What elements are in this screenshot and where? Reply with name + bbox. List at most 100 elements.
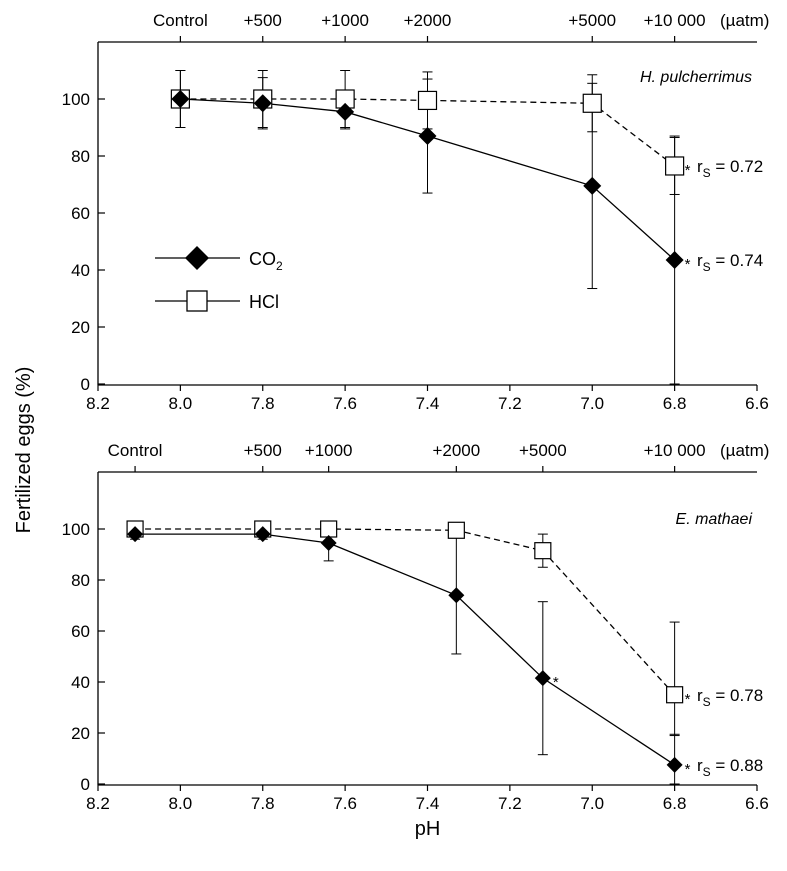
series-line-co2 bbox=[180, 98, 676, 261]
significance-star: * bbox=[685, 162, 691, 179]
significance-star: * bbox=[553, 674, 559, 691]
legend-label-sub: 2 bbox=[276, 259, 283, 273]
top-tick-label: +1000 bbox=[305, 441, 353, 460]
top-tick-label: +10 000 bbox=[644, 11, 706, 30]
stat-label-main: r bbox=[697, 251, 703, 270]
top-tick-label: +5000 bbox=[568, 11, 616, 30]
y-tick-label: 60 bbox=[71, 622, 90, 641]
y-axis-title: Fertilized eggs (%) bbox=[13, 367, 35, 534]
x-tick-label: 7.8 bbox=[251, 394, 275, 413]
point-co2 bbox=[534, 670, 551, 687]
legend-label-main: CO bbox=[249, 249, 276, 269]
stat-label: rS = 0.78 bbox=[697, 686, 763, 709]
x-tick-label: 6.8 bbox=[663, 794, 687, 813]
legend-marker-co2 bbox=[185, 246, 209, 270]
point-co2 bbox=[254, 526, 271, 543]
stat-label-sub: S bbox=[703, 260, 711, 274]
x-tick-label: 7.2 bbox=[498, 394, 522, 413]
x-tick-label: 7.0 bbox=[580, 794, 604, 813]
panel-bottom: 0 20 40 60 80 100 8.2 8.0 7.8 7.6 7.4 7.2 7.0 6.8 6.6 p… bbox=[62, 441, 770, 840]
point-co2 bbox=[666, 756, 683, 773]
species-label: E. mathaei bbox=[676, 511, 753, 528]
x-tick-label: 7.4 bbox=[416, 794, 440, 813]
y-tick-label: 80 bbox=[71, 147, 90, 166]
x-tick-label: 6.6 bbox=[745, 794, 769, 813]
stat-label: rS = 0.74 bbox=[697, 251, 763, 274]
x-tick-label: 6.6 bbox=[745, 394, 769, 413]
y-tick-label: 20 bbox=[71, 724, 90, 743]
x-tick-label: 8.0 bbox=[169, 394, 193, 413]
top-tick-label: +2000 bbox=[404, 11, 452, 30]
point-co2 bbox=[320, 535, 337, 552]
stat-label-main: r bbox=[697, 756, 703, 775]
x-tick-label: 8.2 bbox=[86, 394, 110, 413]
point-co2 bbox=[336, 102, 355, 121]
top-tick-label: +5000 bbox=[519, 441, 567, 460]
point-hcl bbox=[417, 90, 438, 111]
point-co2 bbox=[253, 94, 272, 113]
x-tick-label: 7.2 bbox=[498, 794, 522, 813]
y-tick-label: 40 bbox=[71, 261, 90, 280]
y-tick-label: 60 bbox=[71, 204, 90, 223]
stat-label-rest: = 0.88 bbox=[711, 756, 763, 775]
y-tick-label: 80 bbox=[71, 571, 90, 590]
legend-label-main: HCl bbox=[249, 292, 279, 312]
x-tick-label: 7.4 bbox=[416, 394, 440, 413]
top-axis-unit: (µatm) bbox=[720, 11, 769, 30]
x-tick-label: 7.6 bbox=[333, 794, 357, 813]
species-label: H. pulcherrimus bbox=[640, 69, 752, 86]
y-tick-label: 40 bbox=[71, 673, 90, 692]
point-hcl bbox=[582, 93, 602, 113]
top-tick-label: Control bbox=[108, 441, 163, 460]
stat-label: rS = 0.88 bbox=[697, 756, 763, 779]
x-tick-label: 8.2 bbox=[86, 794, 110, 813]
x-tick-label: 7.8 bbox=[251, 794, 275, 813]
top-tick-label: +500 bbox=[244, 11, 282, 30]
stat-label-sub: S bbox=[703, 695, 711, 709]
point-co2 bbox=[127, 526, 144, 543]
panel-top: 0 20 40 60 80 100 8.2 8.0 7.8 7.6 7.4 7.2 7.0 6.8 6.6 C… bbox=[62, 11, 770, 413]
point-co2 bbox=[171, 90, 190, 108]
top-axis-unit: (µatm) bbox=[720, 441, 769, 460]
x-axis-title: pH bbox=[415, 818, 441, 840]
y-tick-label: 100 bbox=[62, 520, 90, 539]
point-hcl bbox=[665, 156, 685, 176]
legend-label: HCl bbox=[249, 292, 279, 312]
stat-label-rest: = 0.78 bbox=[711, 686, 763, 705]
x-tick-label: 6.8 bbox=[663, 394, 687, 413]
x-tick-label: 7.6 bbox=[333, 394, 357, 413]
point-hcl bbox=[320, 520, 338, 538]
significance-star: * bbox=[685, 691, 691, 708]
top-tick-label: +2000 bbox=[432, 441, 480, 460]
y-tick-label: 0 bbox=[81, 775, 90, 794]
stat-label-main: r bbox=[697, 157, 703, 176]
y-tick-label: 0 bbox=[81, 375, 90, 394]
point-co2 bbox=[665, 251, 684, 270]
stat-label-rest: = 0.74 bbox=[711, 251, 763, 270]
y-tick-label: 100 bbox=[62, 90, 90, 109]
significance-star: * bbox=[685, 256, 691, 273]
series-line-hcl bbox=[135, 528, 676, 696]
top-tick-label: Control bbox=[153, 11, 208, 30]
point-hcl bbox=[666, 686, 684, 704]
stat-label-rest: = 0.72 bbox=[711, 157, 763, 176]
stat-label-sub: S bbox=[703, 166, 711, 180]
point-co2 bbox=[583, 176, 602, 195]
stat-label: rS = 0.72 bbox=[697, 157, 763, 180]
point-co2 bbox=[418, 127, 437, 146]
point-co2 bbox=[448, 587, 465, 604]
stat-label-sub: S bbox=[703, 765, 711, 779]
legend-label: CO2 bbox=[249, 249, 283, 273]
top-tick-label: +1000 bbox=[321, 11, 369, 30]
y-tick-label: 20 bbox=[71, 318, 90, 337]
x-tick-label: 7.0 bbox=[580, 394, 604, 413]
point-hcl bbox=[534, 542, 552, 560]
series-line-co2 bbox=[135, 533, 675, 766]
top-tick-label: +500 bbox=[244, 441, 282, 460]
point-hcl bbox=[447, 521, 465, 539]
stat-label-main: r bbox=[697, 686, 703, 705]
legend-marker-hcl bbox=[186, 290, 208, 312]
legend: CO2 HCl bbox=[155, 246, 283, 312]
significance-star: * bbox=[685, 761, 691, 778]
